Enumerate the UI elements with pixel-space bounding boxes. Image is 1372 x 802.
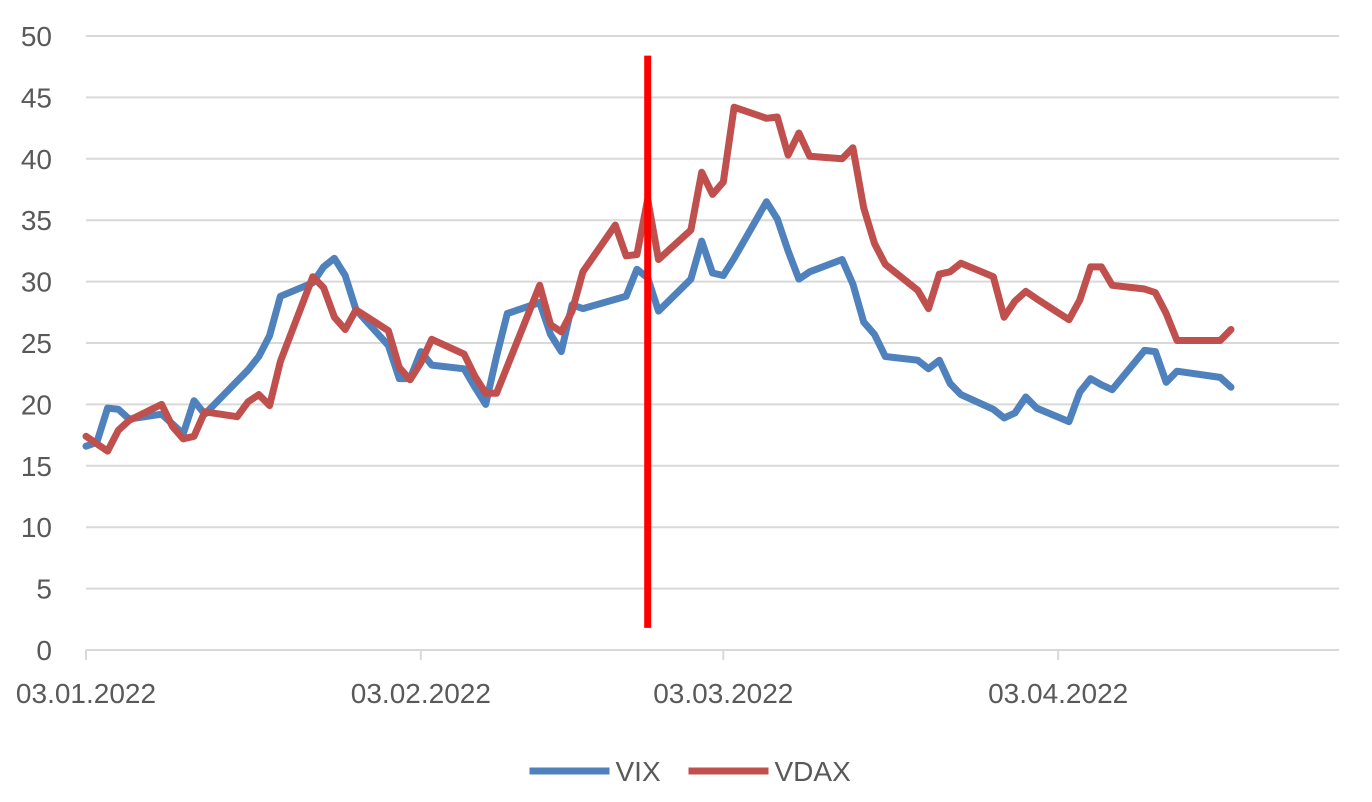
y-tick-label: 15 (21, 451, 52, 482)
x-tick-label: 03.03.2022 (653, 678, 793, 709)
legend-label-vdax: VDAX (775, 756, 852, 787)
x-tick-label: 03.04.2022 (988, 678, 1128, 709)
legend: VIX VDAX (529, 756, 852, 787)
legend-label-vix: VIX (616, 756, 661, 787)
series-line-vix (82, 198, 1235, 450)
gridlines (86, 35, 1339, 651)
y-tick-label: 10 (21, 512, 52, 543)
y-tick-label: 20 (21, 389, 52, 420)
y-tick-label: 45 (21, 82, 52, 113)
y-tick-label: 50 (21, 21, 52, 52)
x-tick-label: 03.01.2022 (16, 678, 156, 709)
x-tick-label: 03.02.2022 (351, 678, 491, 709)
y-axis-ticks: 0 5 10 15 20 25 30 35 40 45 50 (21, 21, 52, 666)
y-tick-label: 35 (21, 205, 52, 236)
y-tick-label: 5 (36, 574, 52, 605)
y-tick-label: 25 (21, 328, 52, 359)
y-tick-label: 40 (21, 144, 52, 175)
y-tick-label: 0 (36, 635, 52, 666)
x-axis: 03.01.2022 03.02.2022 03.03.2022 03.04.2022 (16, 650, 1128, 709)
y-tick-label: 30 (21, 267, 52, 298)
